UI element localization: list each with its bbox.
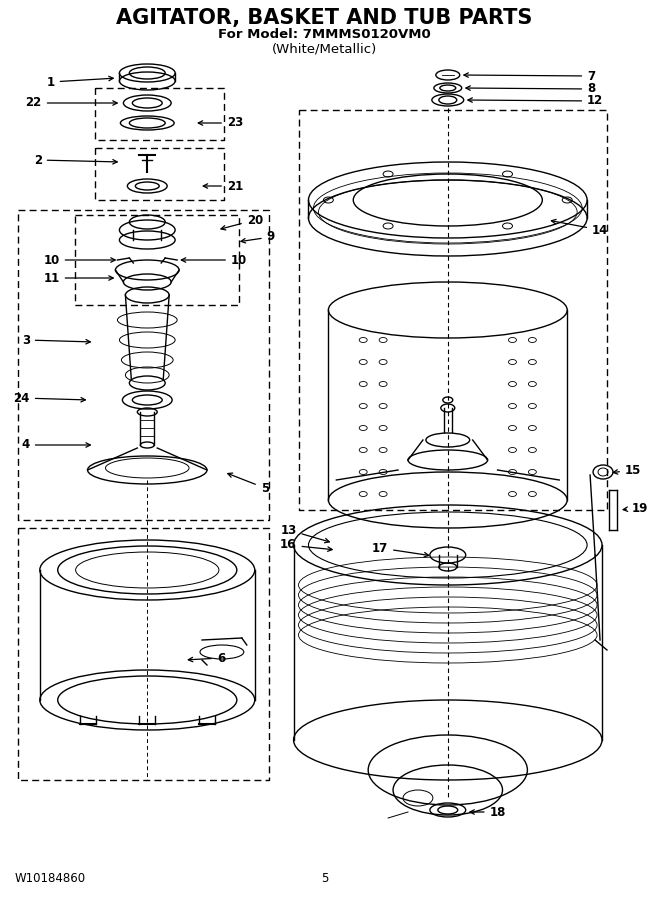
Text: 12: 12 (468, 94, 603, 107)
Text: 15: 15 (613, 464, 642, 476)
Text: 3: 3 (22, 334, 91, 346)
Text: 14: 14 (552, 220, 608, 237)
Text: 2: 2 (34, 154, 117, 166)
Text: AGITATOR, BASKET AND TUB PARTS: AGITATOR, BASKET AND TUB PARTS (116, 8, 533, 28)
Text: 22: 22 (25, 96, 117, 110)
Text: 13: 13 (280, 524, 329, 543)
Text: 5: 5 (321, 871, 328, 885)
Text: 24: 24 (14, 392, 85, 404)
Text: 6: 6 (188, 652, 225, 664)
Text: 17: 17 (372, 542, 429, 557)
Text: 7: 7 (464, 69, 595, 83)
Text: 5: 5 (228, 473, 269, 494)
Text: 9: 9 (241, 230, 275, 244)
Text: 20: 20 (221, 213, 263, 230)
Text: 19: 19 (623, 501, 648, 515)
Text: 10: 10 (44, 254, 115, 266)
Text: (White/Metallic): (White/Metallic) (272, 42, 377, 56)
Text: 11: 11 (44, 272, 113, 284)
Text: 18: 18 (470, 806, 506, 818)
Text: 21: 21 (203, 179, 243, 193)
Text: 4: 4 (22, 438, 91, 452)
Text: 1: 1 (46, 76, 113, 88)
Text: 8: 8 (466, 83, 595, 95)
Text: 23: 23 (198, 116, 243, 130)
Text: For Model: 7MMMS0120VM0: For Model: 7MMMS0120VM0 (218, 29, 431, 41)
Text: W10184860: W10184860 (15, 871, 86, 885)
Text: 10: 10 (181, 254, 247, 266)
Text: 16: 16 (280, 538, 332, 552)
